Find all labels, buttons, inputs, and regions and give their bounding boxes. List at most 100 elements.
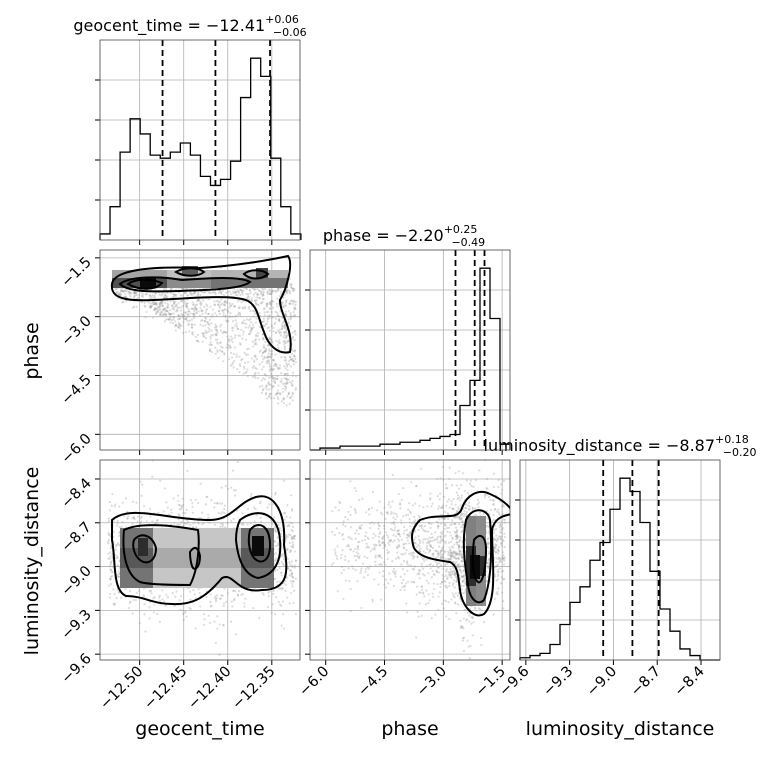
sample-point <box>134 292 138 295</box>
sample-point <box>186 519 189 522</box>
sample-point <box>172 497 175 500</box>
sample-point <box>163 487 166 490</box>
sample-point <box>265 374 268 378</box>
sample-point <box>441 504 444 507</box>
sample-point <box>272 380 275 383</box>
y-tick-label: −9.0 <box>59 563 95 599</box>
sample-point <box>268 329 271 332</box>
sample-point <box>354 568 357 572</box>
title-phase-sup: +0.25 <box>444 223 478 236</box>
sample-point <box>358 498 361 501</box>
sample-point <box>402 559 406 563</box>
sample-point <box>353 508 356 511</box>
sample-point <box>382 534 386 537</box>
sample-point <box>193 521 196 524</box>
sample-point <box>502 554 505 557</box>
sample-point <box>229 304 232 307</box>
sample-point <box>495 592 498 595</box>
sample-point <box>431 553 435 556</box>
sample-point <box>487 552 490 555</box>
sample-point <box>433 531 437 534</box>
sample-point <box>289 358 293 361</box>
sample-point <box>413 530 417 533</box>
sample-point <box>185 316 188 319</box>
sample-point <box>177 315 180 318</box>
sample-point <box>177 499 180 502</box>
sample-point <box>238 363 241 366</box>
sample-point <box>286 557 289 561</box>
sample-point <box>493 549 496 552</box>
sample-point <box>462 591 465 595</box>
density-cell <box>175 578 186 588</box>
sample-point <box>214 600 218 603</box>
sample-point <box>289 313 292 317</box>
sample-point <box>460 560 463 563</box>
sample-point <box>405 560 409 563</box>
sample-point <box>416 573 419 576</box>
sample-point <box>292 359 295 362</box>
sample-point <box>369 565 372 568</box>
sample-point <box>428 522 431 525</box>
sample-point <box>278 364 281 367</box>
sample-point <box>293 537 296 541</box>
sample-point <box>461 546 464 549</box>
sample-point <box>230 600 233 603</box>
sample-point <box>172 302 176 305</box>
sample-point <box>181 287 184 290</box>
sample-point <box>269 367 272 371</box>
histogram-geocent_time-frame <box>99 39 301 241</box>
sample-point <box>285 330 288 333</box>
sample-point <box>266 317 269 321</box>
sample-point <box>191 331 194 334</box>
sample-point <box>266 356 269 360</box>
sample-point <box>163 295 166 298</box>
sample-point <box>264 287 267 291</box>
sample-point <box>229 292 232 296</box>
sample-point <box>377 535 380 539</box>
sample-point <box>225 346 228 349</box>
sample-point <box>373 548 376 551</box>
sample-point <box>162 287 165 290</box>
sample-point <box>461 556 464 559</box>
sample-point <box>219 341 222 345</box>
sample-point <box>460 517 463 520</box>
density-cell <box>142 528 153 538</box>
sample-point <box>222 602 226 605</box>
sample-point <box>137 296 140 299</box>
sample-point <box>179 595 183 598</box>
sample-point <box>487 495 491 499</box>
sample-point <box>497 556 501 559</box>
sample-point <box>220 291 223 294</box>
sample-point <box>282 558 286 561</box>
sample-point <box>485 509 488 513</box>
sample-point <box>235 322 238 325</box>
sample-point <box>293 534 297 538</box>
density-cell <box>140 280 148 288</box>
sample-point <box>216 331 219 334</box>
sample-point <box>270 310 273 314</box>
sample-point <box>290 395 293 398</box>
sample-point <box>117 570 120 573</box>
sample-point <box>153 306 157 310</box>
sample-point <box>435 549 438 552</box>
sample-point <box>429 544 432 547</box>
sample-point <box>269 300 272 304</box>
scatter-panel-geocent-time-vs-phase: −6.0−4.5−3.0−1.5 <box>59 249 301 467</box>
sample-point <box>267 594 270 598</box>
sample-point <box>158 307 161 311</box>
sample-point <box>152 300 156 303</box>
sample-point <box>155 302 158 306</box>
sample-point <box>161 314 164 317</box>
sample-point <box>261 320 264 323</box>
x-tick-label: −12.40 <box>185 664 234 713</box>
sample-point <box>493 547 496 550</box>
density-cell <box>233 278 244 288</box>
sample-point <box>287 567 290 570</box>
sample-point <box>477 506 480 509</box>
sample-point <box>184 303 188 306</box>
sample-point <box>291 546 295 549</box>
sample-point <box>164 604 167 607</box>
sample-point <box>433 573 436 576</box>
density-cell <box>164 538 175 548</box>
sample-point <box>210 350 214 354</box>
